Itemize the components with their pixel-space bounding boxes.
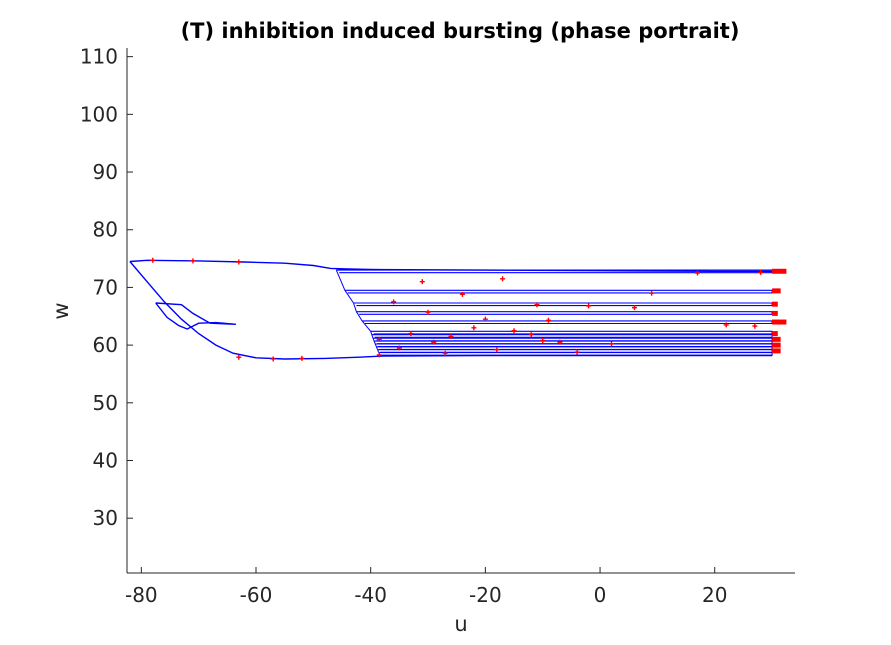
burst-reset-segment-8 (372, 338, 375, 342)
event-marker-20 (758, 269, 764, 275)
burst-reset-segment-10 (374, 343, 377, 347)
x-tick-label: -60 (240, 583, 273, 607)
burst-reset-segment-4 (355, 311, 363, 322)
y-ticks: 30 40 50 60 70 80 90 100 110 (80, 45, 133, 530)
trajectory-series-1 (129, 259, 773, 272)
y-tick-label: 40 (93, 449, 118, 473)
x-tick-label: 20 (702, 583, 727, 607)
y-tick-label: 80 (93, 218, 118, 242)
burst-reset-segment-12 (377, 349, 380, 353)
event-marker-4 (236, 354, 242, 360)
data-layer (129, 257, 787, 362)
event-marker-19 (752, 323, 758, 329)
event-marker-26 (528, 332, 534, 338)
y-tick-label: 30 (93, 506, 118, 530)
y-tick-label: 60 (93, 333, 118, 357)
burst-reset-segment-5 (361, 320, 372, 332)
burst-reset-segment-9 (373, 340, 376, 345)
event-marker-28 (391, 299, 397, 305)
event-marker-29 (425, 309, 431, 315)
event-marker-24 (471, 325, 477, 331)
burst-reset-segment-6 (370, 331, 373, 335)
event-marker-25 (511, 328, 517, 334)
plot-area: -80 -60 -40 -20 0 20 30 40 50 60 70 80 90 100 110 (80, 45, 795, 607)
burst-reset-segment-3 (353, 302, 357, 312)
y-tick-label: 110 (80, 45, 118, 69)
event-marker-8 (419, 279, 425, 285)
event-marker-22 (431, 339, 437, 345)
event-marker-10 (500, 276, 506, 282)
event-marker-32 (586, 303, 592, 309)
event-marker-17 (695, 270, 701, 276)
event-marker-27 (540, 338, 546, 343)
y-tick-label: 70 (93, 275, 118, 299)
event-marker-16 (649, 290, 655, 296)
x-tick-label: -40 (354, 583, 387, 607)
event-marker-21 (408, 331, 414, 337)
event-marker-14 (609, 341, 615, 347)
x-tick-label: -20 (469, 583, 502, 607)
event-marker-11 (534, 302, 540, 308)
y-tick-label: 90 (93, 160, 118, 184)
x-ticks: -80 -60 -40 -20 0 20 (125, 567, 727, 607)
event-marker-13 (574, 349, 580, 355)
event-marker-12 (557, 339, 563, 345)
event-marker-18 (723, 322, 729, 328)
event-marker-35 (442, 350, 448, 356)
y-tick-label: 50 (93, 391, 118, 415)
x-tick-label: -80 (125, 583, 158, 607)
y-axis-label: w (49, 302, 73, 319)
event-marker-7 (376, 352, 382, 358)
x-axis-label: u (454, 612, 467, 636)
event-marker-34 (396, 345, 402, 351)
trajectory-series-3 (155, 302, 236, 330)
event-marker-1 (150, 257, 156, 263)
event-marker-23 (448, 333, 454, 339)
event-marker-33 (376, 336, 382, 342)
burst-reset-segment-11 (375, 346, 379, 350)
burst-reset-segment-2 (344, 290, 354, 304)
y-tick-label: 100 (80, 102, 118, 126)
event-marker-3 (236, 259, 242, 265)
burst-reset-segment-7 (371, 334, 374, 339)
chart-title: (T) inhibition induced bursting (phase p… (181, 19, 740, 43)
event-marker-30 (482, 316, 488, 322)
x-tick-label: 0 (594, 583, 607, 607)
event-marker-31 (545, 317, 551, 323)
event-marker-15 (631, 305, 637, 311)
event-marker-5 (270, 356, 276, 362)
event-marker-9 (459, 291, 465, 297)
event-marker-36 (494, 347, 500, 353)
burst-reset-segment-1 (335, 269, 346, 291)
event-marker-6 (299, 355, 305, 361)
event-marker-2 (190, 258, 196, 264)
